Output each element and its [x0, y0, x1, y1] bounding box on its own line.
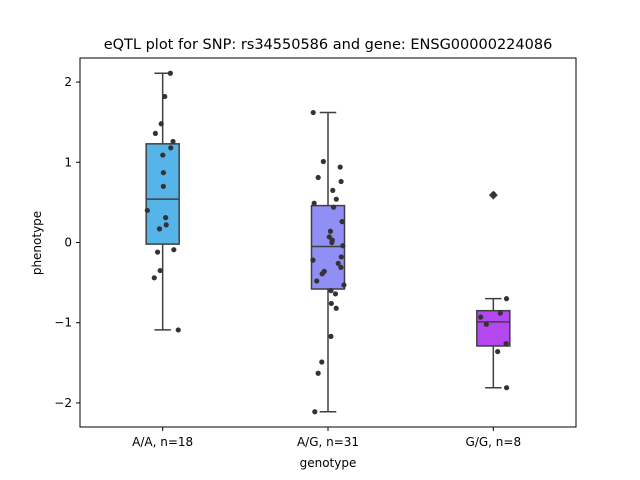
data-point	[483, 321, 489, 327]
data-point	[321, 268, 327, 274]
data-point	[503, 340, 509, 347]
data-point	[337, 164, 343, 170]
data-point	[151, 275, 157, 281]
data-point	[168, 145, 174, 151]
y-axis-label: phenotype	[30, 211, 44, 275]
data-point	[338, 264, 344, 270]
chart-title: eQTL plot for SNP: rs34550586 and gene: …	[104, 37, 553, 53]
data-point	[335, 260, 341, 266]
box-1	[145, 143, 180, 245]
data-point	[332, 291, 339, 297]
y-tick-label: 0	[64, 236, 72, 250]
data-point	[162, 93, 168, 100]
data-point	[160, 183, 166, 189]
data-point	[329, 239, 335, 246]
data-point	[167, 70, 173, 76]
data-point	[156, 226, 163, 232]
data-point	[327, 228, 334, 234]
data-point	[341, 282, 347, 288]
x-tick-label: G/G, n=8	[466, 435, 522, 449]
data-point	[310, 257, 316, 263]
data-point	[160, 170, 167, 176]
data-point	[160, 152, 166, 158]
data-point	[152, 130, 158, 137]
data-point	[320, 158, 326, 165]
data-point	[175, 327, 181, 333]
x-tick-label: A/G, n=31	[297, 435, 359, 449]
data-point	[158, 121, 164, 127]
data-point	[333, 305, 339, 311]
data-point	[170, 138, 176, 145]
data-point	[312, 409, 318, 415]
data-point	[495, 348, 501, 355]
data-point	[330, 187, 336, 193]
y-tick-label: 1	[64, 155, 72, 169]
data-point	[315, 174, 321, 181]
data-point	[340, 243, 346, 249]
data-point	[333, 196, 339, 202]
data-point	[330, 204, 337, 210]
x-axis-label: genotype	[300, 456, 357, 470]
y-tick-label: −2	[54, 396, 72, 410]
data-point	[339, 219, 345, 225]
x-tick-label: A/A, n=18	[132, 435, 193, 449]
data-point	[163, 215, 169, 221]
data-point	[157, 267, 163, 274]
data-point	[315, 370, 321, 376]
data-point	[314, 278, 320, 284]
data-point	[171, 247, 177, 253]
data-point	[144, 207, 150, 214]
data-point	[328, 300, 334, 307]
data-point	[163, 222, 169, 228]
data-point	[497, 310, 503, 316]
data-point	[338, 178, 344, 185]
data-point	[154, 249, 161, 255]
data-point	[338, 254, 344, 260]
data-point	[310, 109, 316, 116]
y-tick-label: −1	[54, 316, 72, 330]
data-point	[503, 385, 510, 391]
data-point	[328, 333, 334, 339]
data-point	[328, 288, 334, 294]
data-point	[319, 359, 325, 365]
data-point	[478, 314, 484, 320]
plot-area: −2 −1 0 1 2 A/A, n=18 A/G, n=31 G/G, n=8	[54, 57, 577, 449]
data-point	[503, 296, 510, 302]
box-2	[310, 204, 346, 290]
data-point	[491, 191, 497, 197]
y-tick-label: 2	[64, 75, 72, 89]
data-point	[311, 200, 317, 206]
